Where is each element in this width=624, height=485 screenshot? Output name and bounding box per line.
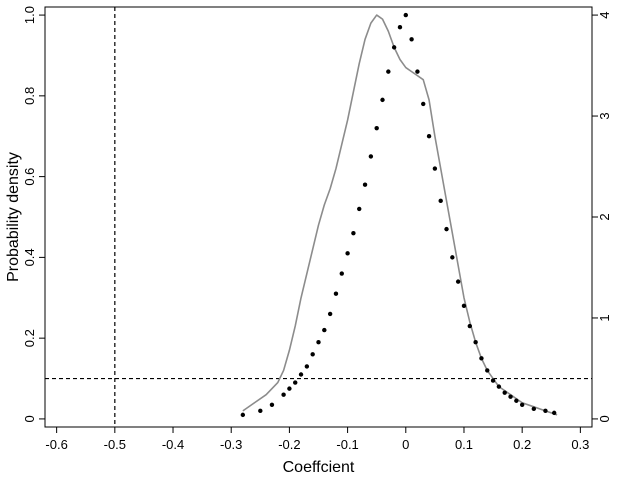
scatter-point <box>473 339 478 345</box>
scatter-point <box>287 386 292 391</box>
scatter-point <box>374 125 379 131</box>
plot-area <box>44 6 593 428</box>
scatter-point <box>514 398 519 403</box>
scatter-point <box>298 372 304 377</box>
scatter-point <box>362 182 368 187</box>
scatter-point <box>322 327 327 333</box>
y-axis-ticks: 0 0.2 0.4 0.6 0.8 1.0 <box>22 6 45 423</box>
scatter-point <box>403 12 408 18</box>
scatter-point <box>519 402 525 407</box>
scatter-point <box>269 402 275 407</box>
scatter-point <box>551 410 557 416</box>
x-tick-label: 0 <box>402 437 409 452</box>
y2-axis-ticks: 0 1 2 3 4 <box>592 11 612 423</box>
scatter-point <box>380 97 385 103</box>
scatter-point <box>351 230 356 236</box>
x-axis-title: Coeffcient <box>283 459 355 476</box>
scatter-point <box>485 368 490 373</box>
scatter-point <box>508 394 513 399</box>
y-tick-label: 1.0 <box>22 6 37 24</box>
scatter-point <box>258 408 263 414</box>
scatter-point <box>461 303 467 309</box>
scatter-point <box>391 45 397 50</box>
scatter-point <box>333 291 339 296</box>
x-tick-label: 0.2 <box>513 437 531 452</box>
y2-tick-label: 0 <box>597 415 612 422</box>
y-tick-label: 0.2 <box>22 329 37 347</box>
y-tick-label: 0.4 <box>22 248 37 266</box>
scatter-point <box>467 323 472 329</box>
scatter-point <box>415 69 420 74</box>
y2-tick-label: 4 <box>597 11 612 18</box>
x-tick-label: 0.3 <box>571 437 589 452</box>
scatter-point <box>421 101 426 107</box>
x-tick-label: -0.4 <box>162 437 184 452</box>
scatter-point <box>368 154 374 159</box>
scatter-point <box>496 384 502 389</box>
scatter-point <box>316 339 321 345</box>
x-tick-label: -0.1 <box>336 437 358 452</box>
y2-tick-label: 1 <box>597 314 612 321</box>
plot-frame <box>44 6 593 428</box>
scatter-point <box>409 37 414 42</box>
scatter-point <box>479 356 484 361</box>
scatter-point <box>432 166 438 171</box>
scatter-point <box>327 311 333 317</box>
scatter-point <box>240 412 246 418</box>
scatter-point <box>345 251 350 256</box>
series-line-0 <box>242 14 558 416</box>
y2-tick-label: 3 <box>597 112 612 119</box>
y-axis-title: Probability density <box>5 152 22 282</box>
scatter-point <box>310 352 315 357</box>
y-tick-label: 0.6 <box>22 168 37 186</box>
scatter-point <box>281 392 286 397</box>
scatter-point <box>450 255 455 260</box>
scatter-point <box>455 279 461 284</box>
scatter-point <box>293 380 298 385</box>
scatter-point <box>490 378 496 383</box>
scatter-point <box>438 198 443 204</box>
x-tick-label: -0.6 <box>45 437 67 452</box>
scatter-point <box>502 390 507 395</box>
scatter-point <box>426 134 432 139</box>
scatter-point <box>357 206 362 212</box>
scatter-point <box>397 24 403 30</box>
x-tick-label: 0.1 <box>455 437 473 452</box>
scatter-point <box>444 226 449 232</box>
x-tick-label: -0.3 <box>220 437 242 452</box>
scatter-point <box>531 406 537 412</box>
scatter-point <box>386 69 391 74</box>
x-axis-ticks: -0.6 -0.5 -0.4 -0.3 -0.2 -0.1 0 0.1 0.2 0.3 <box>45 427 589 452</box>
x-tick-label: -0.2 <box>278 437 300 452</box>
y-tick-label: 0.8 <box>22 87 37 105</box>
scatter-point <box>543 408 548 414</box>
y-tick-label: 0 <box>22 415 37 422</box>
y2-tick-label: 2 <box>597 213 612 220</box>
x-tick-label: -0.5 <box>104 437 126 452</box>
scatter-point <box>304 364 310 369</box>
scatter-point <box>339 271 344 276</box>
